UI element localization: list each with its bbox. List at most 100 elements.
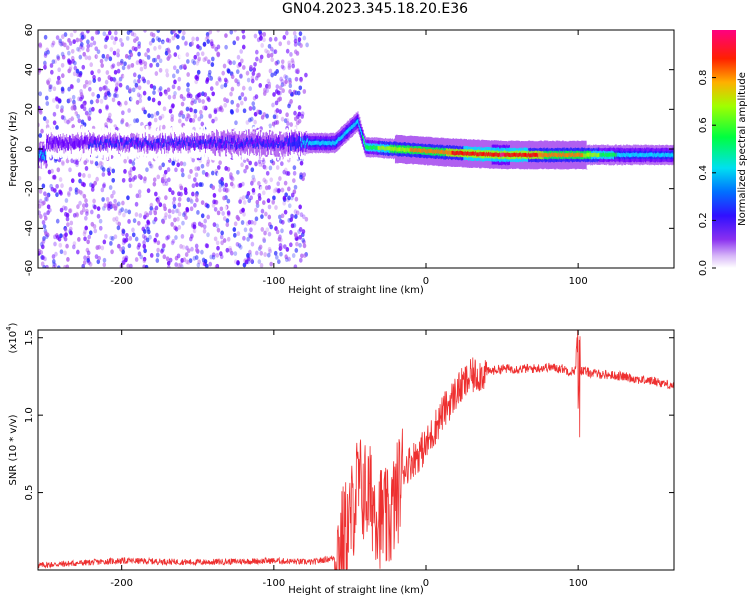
- spectrogram-cell: [121, 240, 126, 246]
- spectrogram-cell: [280, 228, 284, 234]
- spectrogram-cell: [41, 183, 46, 189]
- spectrogram-cell: [84, 202, 89, 208]
- spectrogram-cell: [108, 201, 113, 207]
- spectrogram-ridge-cell: [49, 140, 52, 145]
- spectrogram-ridge-cell: [298, 144, 300, 149]
- spectrogram-ridge-cell: [434, 149, 437, 154]
- spectrogram-cell: [53, 234, 57, 240]
- spectrogram-ridge-cell: [463, 151, 466, 156]
- spectrogram-cell: [102, 239, 107, 245]
- spectrogram-ridge-cell: [541, 152, 543, 157]
- spectrogram-ridge-cell: [292, 142, 295, 147]
- spectrogram-cell: [45, 101, 50, 106]
- spectrogram-cell: [78, 178, 82, 184]
- spectrogram-cell: [78, 72, 83, 78]
- spectrogram-ridge-cell: [215, 143, 217, 148]
- spectrogram-ridge-cell: [217, 139, 220, 148]
- spectrogram-cell: [185, 207, 190, 213]
- spectrogram-ridge-cell: [109, 138, 112, 143]
- spectrogram-ridge-cell: [310, 141, 312, 146]
- spectrogram-cell: [202, 105, 206, 111]
- spectrogram-cell: [83, 100, 87, 106]
- spectrogram-cell: [288, 89, 292, 94]
- spectrogram-cell: [38, 203, 42, 209]
- spectrogram-cell: [101, 197, 105, 202]
- spectrogram-ridge-cell: [510, 153, 513, 157]
- spectrogram-cell: [104, 95, 108, 101]
- spectrogram-cell: [219, 206, 224, 212]
- spectrogram-cell: [59, 108, 64, 114]
- spectrogram-cell: [158, 86, 163, 91]
- spectrogram-ridge-cell: [470, 151, 473, 156]
- spectrogram-cell: [278, 243, 283, 248]
- spectrogram-cell: [252, 95, 257, 101]
- spectrogram-cell: [60, 86, 65, 92]
- spectrogram-ridge-cell: [108, 141, 111, 146]
- spectrogram-cell: [137, 51, 141, 57]
- spectrogram-ridge-cell: [220, 139, 223, 148]
- spectrogram-cell: [204, 187, 208, 193]
- spectrogram-cell: [170, 221, 174, 227]
- spectrogram-cell: [105, 105, 109, 111]
- spectrogram-ridge-cell: [469, 151, 472, 156]
- spectrogram-cell: [75, 160, 79, 165]
- spectrogram-cell: [66, 119, 70, 125]
- spectrogram-cell: [272, 65, 277, 71]
- spectrogram-ridge-cell: [355, 120, 358, 125]
- spectrogram-cell: [229, 108, 234, 114]
- spectrogram-cell: [241, 195, 246, 200]
- spectrogram-ridge-cell: [246, 137, 248, 152]
- spectrogram-cell: [171, 35, 176, 41]
- spectrogram-ridge-cell: [479, 151, 482, 156]
- spectrogram-ridge-cell: [260, 142, 263, 147]
- spectrogram-cell: [254, 161, 258, 167]
- spectrogram-ridge-cell: [489, 152, 492, 157]
- spectrogram-ridge-cell: [113, 138, 116, 143]
- spectrogram-ridge-cell: [60, 140, 63, 145]
- spectrogram-cell: [218, 77, 222, 83]
- spectrogram-cell: [162, 181, 166, 187]
- spectrogram-cell: [278, 85, 283, 91]
- spectrogram-ridge-cell: [486, 151, 489, 156]
- spectrogram-cell: [165, 37, 170, 43]
- spectrogram-cell: [41, 220, 46, 225]
- spectrogram-ridge-cell: [459, 150, 462, 155]
- spectrogram-ridge-cell: [221, 135, 224, 144]
- spectrogram-cell: [196, 58, 201, 63]
- spectrogram-ridge-cell: [119, 133, 122, 148]
- spectrogram-cell: [106, 88, 111, 94]
- spectrogram-cell: [224, 33, 228, 39]
- spectrogram-ridge-cell: [268, 142, 270, 147]
- spectrogram-cell: [70, 158, 74, 164]
- spectrogram-ridge-cell: [543, 153, 546, 157]
- spectrogram-ridge-cell: [222, 135, 225, 144]
- spectrogram-cell: [259, 186, 264, 191]
- spectrogram-cell: [191, 157, 196, 163]
- spectrogram-cell: [68, 64, 73, 70]
- spectrogram-ridge-cell: [339, 137, 342, 142]
- spectrogram-ridge-cell: [608, 152, 611, 157]
- spectrogram-cell: [293, 231, 298, 237]
- spectrogram-cell: [90, 70, 94, 76]
- spectrogram-cell: [151, 57, 156, 63]
- spectrogram-cell: [53, 59, 58, 64]
- spectrogram-cell: [109, 235, 113, 241]
- spectrogram-cell: [114, 36, 118, 42]
- spectrogram-ridge-cell: [134, 139, 137, 148]
- spectrogram-ridge-cell: [59, 140, 62, 145]
- spectrogram-cell: [167, 94, 172, 100]
- spectrogram-cell: [42, 200, 46, 206]
- spectrogram-ridge-cell: [388, 146, 391, 151]
- spectrogram-cell: [181, 35, 185, 41]
- spectrogram-ridge-cell: [589, 152, 592, 157]
- spectrogram-ridge-cell: [467, 151, 469, 156]
- spectrogram-cell: [127, 63, 132, 69]
- spectrogram-ridge-cell: [352, 123, 355, 128]
- spectrogram-cell: [177, 76, 182, 82]
- spectrogram-ridge-cell: [578, 152, 581, 157]
- spectrogram-cell: [95, 98, 100, 104]
- spectrogram-ridge-cell: [255, 140, 258, 149]
- spectrogram-cell: [214, 116, 218, 122]
- spectrogram-cell: [239, 196, 243, 202]
- spectrogram-ridge-cell: [250, 138, 253, 143]
